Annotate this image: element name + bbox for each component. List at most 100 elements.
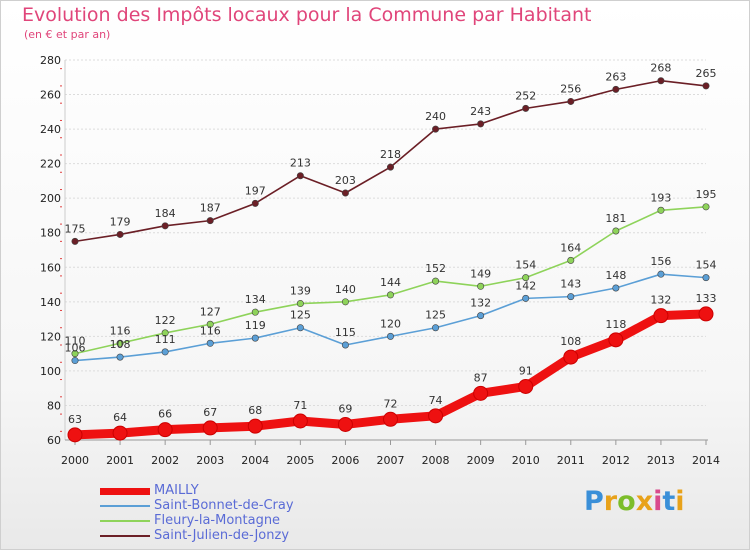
legend-swatch xyxy=(100,505,150,507)
chart-subtitle: (en € et par an) xyxy=(24,28,111,41)
data-label: 111 xyxy=(155,333,176,346)
data-point xyxy=(116,353,124,361)
data-label: 64 xyxy=(113,411,127,424)
data-point xyxy=(251,199,259,207)
data-label: 108 xyxy=(560,335,581,348)
data-point xyxy=(341,341,349,349)
data-label: 133 xyxy=(696,292,717,305)
data-label: 115 xyxy=(335,326,356,339)
data-label: 63 xyxy=(68,413,82,426)
data-label: 132 xyxy=(650,294,671,307)
data-label: 263 xyxy=(605,70,626,83)
y-tick-label: 140 xyxy=(40,296,61,309)
data-label: 252 xyxy=(515,89,536,102)
data-point xyxy=(612,227,620,235)
data-label: 66 xyxy=(158,408,172,421)
x-tick-label: 2011 xyxy=(557,454,585,467)
data-label: 72 xyxy=(384,397,398,410)
data-label: 156 xyxy=(650,255,671,268)
legend-label: Saint-Julien-de-Jonzy xyxy=(154,528,290,543)
x-tick-label: 2007 xyxy=(377,454,405,467)
data-label: 154 xyxy=(696,259,717,272)
data-label: 118 xyxy=(605,318,626,331)
logo-letter: P xyxy=(584,486,604,517)
data-point xyxy=(67,427,83,443)
x-tick-label: 2004 xyxy=(241,454,269,467)
x-tick-label: 2014 xyxy=(692,454,720,467)
data-point xyxy=(116,339,124,347)
data-point xyxy=(567,256,575,264)
logo-letter: t xyxy=(662,486,676,517)
logo-letter: r xyxy=(603,486,618,517)
data-point xyxy=(386,332,394,340)
data-label: 195 xyxy=(696,188,717,201)
data-label: 127 xyxy=(200,305,221,318)
data-label: 268 xyxy=(650,62,671,75)
data-label: 243 xyxy=(470,105,491,118)
data-label: 140 xyxy=(335,283,356,296)
data-label: 149 xyxy=(470,267,491,280)
data-label: 142 xyxy=(515,279,536,292)
data-label: 152 xyxy=(425,262,446,275)
data-point xyxy=(337,416,353,432)
data-label: 74 xyxy=(429,394,443,407)
data-label: 125 xyxy=(425,309,446,322)
legend-label: Fleury-la-Montagne xyxy=(154,513,281,528)
data-label: 134 xyxy=(245,293,266,306)
data-point xyxy=(702,274,710,282)
data-point xyxy=(383,411,398,427)
legend-swatch xyxy=(100,520,150,522)
data-label: 119 xyxy=(245,319,266,332)
data-point xyxy=(116,230,124,238)
data-point xyxy=(608,332,624,348)
x-tick-label: 2001 xyxy=(106,454,134,467)
data-point xyxy=(161,222,169,230)
chart-title: Evolution des Impôts locaux pour la Comm… xyxy=(22,4,592,26)
data-point xyxy=(477,120,485,128)
data-point xyxy=(71,350,79,358)
data-point xyxy=(702,82,710,90)
data-label: 67 xyxy=(203,406,217,419)
data-label: 106 xyxy=(65,342,86,355)
data-point xyxy=(473,385,489,401)
data-point xyxy=(567,97,575,105)
data-point xyxy=(477,312,485,320)
x-tick-label: 2013 xyxy=(647,454,675,467)
legend-label: Saint-Bonnet-de-Cray xyxy=(154,498,294,513)
data-label: 125 xyxy=(290,309,311,322)
logo-letter: o xyxy=(617,486,636,517)
x-tick-label: 2005 xyxy=(286,454,314,467)
y-tick-label: 120 xyxy=(40,330,61,343)
data-point xyxy=(612,85,620,93)
data-label: 203 xyxy=(335,174,356,187)
data-label: 132 xyxy=(470,297,491,310)
data-point xyxy=(296,172,304,180)
data-point xyxy=(386,163,394,171)
logo-letter: x xyxy=(635,486,654,517)
data-point xyxy=(477,282,485,290)
y-tick-label: 200 xyxy=(40,192,61,205)
data-label: 108 xyxy=(110,338,131,351)
data-label: 181 xyxy=(605,212,626,225)
legend-label: MAILLY xyxy=(154,483,199,498)
data-label: 116 xyxy=(110,324,131,337)
data-point xyxy=(657,77,665,85)
data-point xyxy=(206,320,214,328)
y-tick-label: 240 xyxy=(40,123,61,136)
data-point xyxy=(432,125,440,133)
x-tick-label: 2000 xyxy=(61,454,89,467)
data-point xyxy=(567,293,575,301)
data-point xyxy=(522,294,530,302)
data-point xyxy=(341,189,349,197)
data-point xyxy=(702,203,710,211)
data-point xyxy=(71,357,79,365)
data-point xyxy=(341,298,349,306)
data-point xyxy=(432,324,440,332)
x-tick-label: 2009 xyxy=(467,454,495,467)
data-point xyxy=(157,422,173,438)
data-point xyxy=(206,217,214,225)
logo-letter: i xyxy=(653,486,663,517)
data-label: 71 xyxy=(293,399,307,412)
data-point xyxy=(251,308,259,316)
